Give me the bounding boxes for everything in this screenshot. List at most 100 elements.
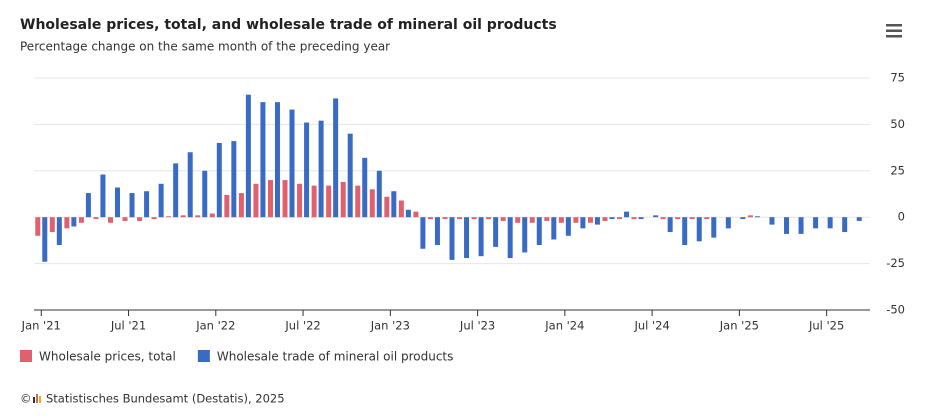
bar (114, 187, 120, 218)
bar (405, 209, 411, 218)
legend-label: Wholesale prices, total (39, 350, 176, 364)
y-tick-label: -50 (886, 303, 905, 317)
bar (260, 102, 266, 218)
y-tick-label: 25 (890, 163, 905, 177)
x-tick-label: Jan '21 (21, 319, 61, 333)
bar (187, 152, 193, 218)
bar (144, 191, 150, 218)
chart-subtitle: Percentage change on the same month of t… (20, 40, 390, 54)
bar (71, 217, 77, 227)
bar (515, 217, 521, 223)
legend-swatch (197, 350, 210, 362)
bar (449, 217, 455, 260)
bar (478, 217, 484, 257)
bar (573, 217, 579, 223)
bar (682, 217, 688, 246)
bar (49, 217, 55, 233)
bar (311, 185, 317, 218)
menu-bar (886, 24, 902, 27)
bar (827, 217, 833, 229)
bar (297, 183, 303, 218)
bar (725, 217, 731, 229)
y-tick-label: 0 (898, 210, 905, 224)
bar (122, 217, 128, 221)
bar (376, 170, 382, 218)
bar (544, 217, 550, 221)
y-tick-label: 50 (890, 117, 905, 131)
x-tick-label: Jul '22 (284, 319, 320, 333)
bar (784, 217, 790, 234)
bar (558, 217, 564, 223)
bar (42, 217, 48, 262)
bar (274, 102, 280, 218)
bar (536, 217, 542, 246)
bar (355, 185, 361, 218)
bar (85, 193, 91, 218)
bar (704, 217, 710, 220)
bar (842, 217, 848, 233)
x-tick-label: Jan '24 (544, 319, 584, 333)
bar (56, 217, 62, 246)
bar (420, 217, 426, 249)
bar (282, 180, 288, 218)
bar (740, 217, 746, 220)
bar (340, 181, 346, 218)
bar (137, 217, 143, 221)
bar (624, 211, 630, 218)
x-tick-label: Jul '23 (459, 319, 495, 333)
credit: Statistisches Bundesamt (Destatis), 2025 (46, 392, 285, 406)
bar (173, 163, 179, 218)
legend-label: Wholesale trade of mineral oil products (217, 350, 454, 364)
bar (166, 216, 172, 218)
bar (238, 193, 244, 218)
menu-bar (886, 29, 902, 32)
bar (653, 215, 659, 218)
bar (551, 217, 557, 240)
logo-bar (33, 397, 35, 403)
x-tick-label: Jul '25 (808, 319, 844, 333)
bar (507, 217, 513, 259)
bar (631, 217, 637, 220)
bar (35, 217, 41, 236)
bar (326, 185, 332, 218)
menu-button[interactable] (884, 22, 904, 38)
bar (93, 217, 99, 220)
bar (609, 217, 615, 220)
bar (602, 217, 608, 221)
x-tick-label: Jan '25 (719, 319, 759, 333)
bar (427, 217, 433, 220)
bar (231, 141, 237, 218)
x-tick-label: Jan '23 (370, 319, 410, 333)
bar (442, 217, 448, 220)
bar (500, 217, 506, 221)
bar (464, 217, 470, 259)
bar (754, 216, 760, 218)
bar (587, 217, 593, 223)
bar (224, 194, 230, 218)
x-tick-label: Jan '22 (195, 319, 235, 333)
bar (100, 174, 106, 218)
bar (580, 217, 586, 229)
bar (660, 217, 666, 220)
bar (333, 98, 339, 218)
bar (471, 217, 477, 220)
bar (107, 217, 113, 223)
bar (617, 217, 623, 220)
bar (638, 217, 644, 220)
bar (798, 217, 804, 234)
legend-swatch (20, 350, 32, 362)
bar (362, 157, 368, 218)
x-tick-label: Jul '24 (633, 319, 669, 333)
bar (689, 217, 695, 220)
bar (486, 217, 492, 220)
bar (594, 217, 600, 225)
bar (195, 215, 201, 218)
y-tick-label: -25 (886, 256, 905, 270)
bar (267, 180, 273, 218)
bar (209, 213, 215, 218)
bar (304, 122, 310, 218)
bar (347, 133, 353, 218)
bar (667, 217, 673, 233)
x-tick-label: Jul '21 (110, 319, 146, 333)
